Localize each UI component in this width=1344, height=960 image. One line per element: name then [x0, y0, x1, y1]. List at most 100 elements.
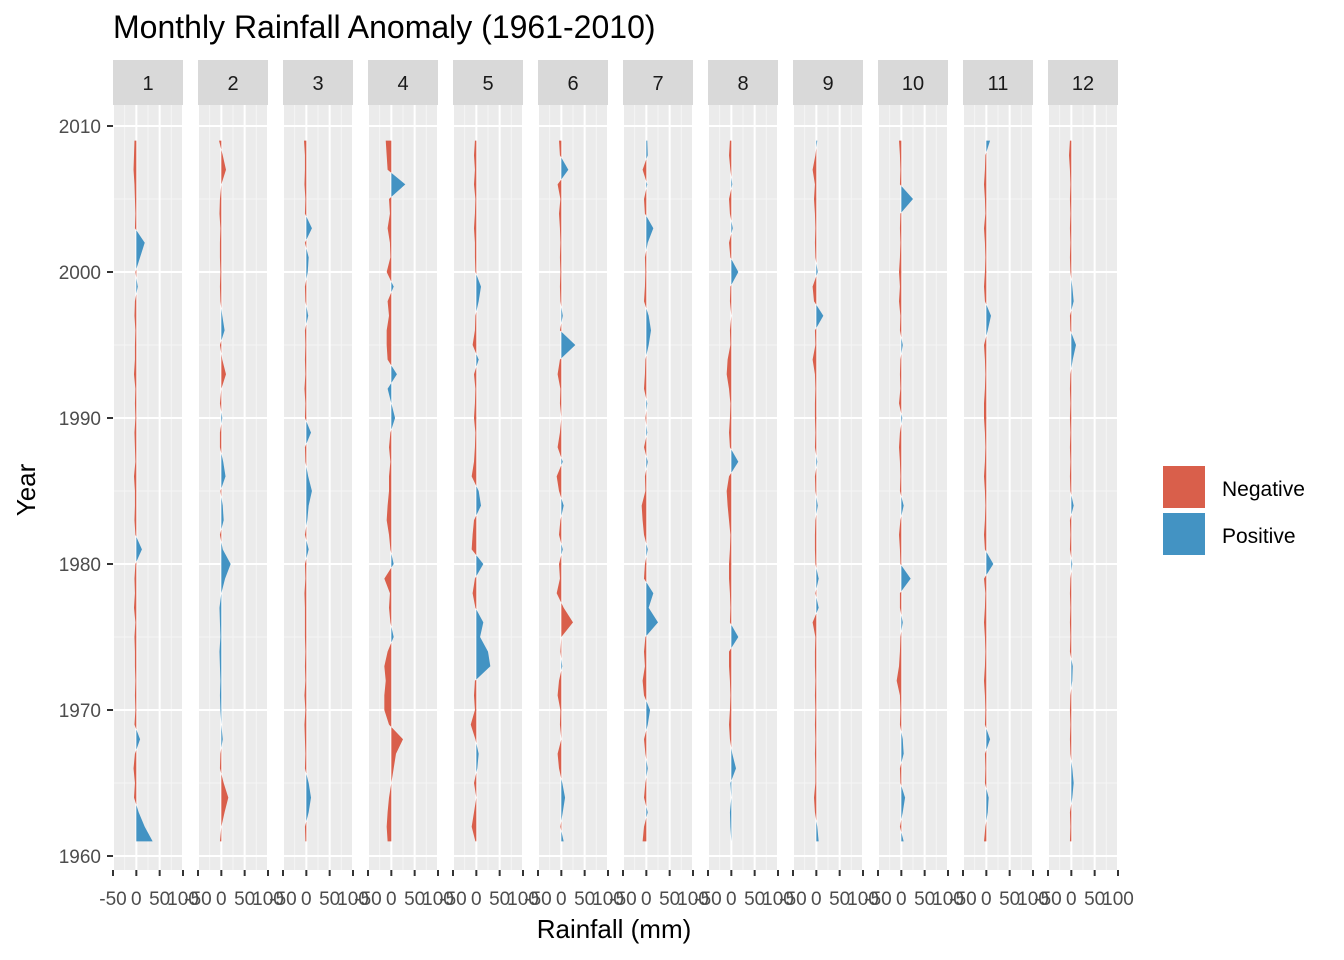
negative-area [899, 140, 902, 186]
positive-area [646, 181, 648, 189]
x-tick-label: 100 [762, 889, 794, 910]
negative-area [219, 140, 226, 309]
x-tick-label: 100 [847, 889, 879, 910]
positive-area [731, 177, 733, 189]
negative-area [1069, 368, 1072, 496]
facet-strip-label: 9 [822, 73, 833, 95]
negative-area [304, 324, 307, 422]
positive-area [646, 216, 654, 251]
facet-strip [453, 60, 523, 105]
facet-strip [1048, 60, 1118, 105]
positive-area [391, 172, 406, 197]
facet-strip [368, 60, 438, 105]
x-tick-label: -50 [949, 889, 976, 910]
facet-strip-label: 3 [312, 73, 323, 95]
x-tick-label: -50 [439, 889, 466, 910]
y-axis-title: Year [11, 463, 41, 516]
x-tick-label: 0 [641, 889, 652, 910]
positive-area [816, 304, 824, 328]
positive-area [901, 785, 906, 820]
negative-area [812, 613, 817, 821]
negative-area [304, 239, 307, 249]
positive-area [476, 274, 481, 312]
positive-area [646, 399, 648, 411]
negative-area [726, 284, 732, 450]
negative-area [304, 443, 307, 467]
x-tick-label: 0 [556, 889, 567, 910]
positive-area [986, 788, 989, 821]
positive-area [476, 353, 479, 367]
negative-area [899, 212, 902, 338]
facet-strip-label: 11 [988, 73, 1009, 95]
negative-area [899, 762, 902, 786]
positive-area [561, 157, 569, 180]
positive-area [646, 543, 648, 557]
negative-area [133, 749, 137, 805]
positive-area [731, 220, 733, 234]
negative-area [386, 196, 392, 282]
y-tick-label: 1970 [59, 701, 101, 722]
positive-area [1071, 761, 1074, 804]
negative-area [134, 561, 137, 730]
x-tick-label: 100 [1102, 889, 1134, 910]
negative-area [471, 366, 477, 487]
x-tick-label: -50 [694, 889, 721, 910]
positive-area [729, 747, 736, 842]
negative-area [471, 515, 477, 556]
negative-area [899, 423, 902, 497]
positive-area [986, 728, 991, 750]
negative-area [304, 558, 307, 774]
positive-area [646, 140, 648, 160]
positive-area [816, 568, 819, 590]
negative-area [304, 279, 307, 307]
positive-area [221, 496, 224, 530]
positive-area [1071, 658, 1073, 689]
positive-area [646, 425, 648, 437]
facet-strip [538, 60, 608, 105]
negative-area [899, 516, 902, 566]
positive-area [816, 455, 818, 468]
x-tick-label: 50 [999, 889, 1020, 910]
positive-area [306, 421, 311, 444]
x-tick-label: 0 [386, 889, 397, 910]
negative-area [472, 576, 477, 610]
positive-area [731, 624, 739, 648]
positive-area [476, 609, 491, 680]
x-tick-label: -50 [524, 889, 551, 910]
x-tick-label: 0 [471, 889, 482, 910]
x-tick-label: 100 [507, 889, 539, 910]
negative-area [304, 821, 307, 842]
negative-area [642, 159, 647, 182]
facet-panel-7: 7 [622, 60, 694, 870]
negative-area [729, 140, 732, 178]
negative-area [814, 514, 817, 569]
negative-area [386, 292, 392, 366]
positive-area [221, 453, 226, 489]
x-tick-label: 50 [319, 889, 340, 910]
x-tick-label: -50 [269, 889, 296, 910]
negative-area [384, 642, 403, 842]
x-tick-label: 0 [981, 889, 992, 910]
facet-strip-label: 7 [652, 73, 663, 95]
negative-area [1069, 571, 1072, 659]
positive-area [986, 140, 991, 153]
negative-area [644, 730, 647, 760]
positive-area [901, 413, 903, 424]
x-tick-label: 0 [131, 889, 142, 910]
positive-area [476, 486, 481, 516]
facet-panel-3: 3 [282, 60, 354, 870]
negative-area [559, 516, 562, 544]
x-tick-label: 50 [404, 889, 425, 910]
x-tick-label: 0 [301, 889, 312, 910]
x-tick-label: 50 [744, 889, 765, 910]
facet-panel-11: 11 [962, 60, 1034, 870]
positive-area [561, 307, 563, 324]
negative-area [896, 631, 902, 732]
positive-area [816, 263, 818, 276]
positive-area [901, 615, 903, 632]
facet-strip-label: 8 [737, 73, 748, 95]
x-tick-label: 100 [592, 889, 624, 910]
negative-area [644, 556, 647, 583]
x-tick-label: 0 [216, 889, 227, 910]
facet-strip [623, 60, 693, 105]
